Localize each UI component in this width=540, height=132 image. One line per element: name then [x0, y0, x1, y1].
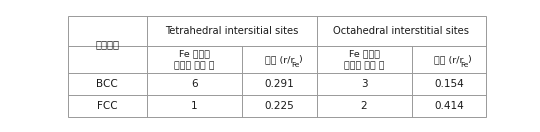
Text: 크기 (r/r: 크기 (r/r	[265, 55, 294, 64]
Text: ): )	[467, 55, 471, 64]
Text: FCC: FCC	[97, 101, 118, 111]
Text: 0.291: 0.291	[265, 79, 294, 89]
Text: 6: 6	[191, 79, 198, 89]
Text: BCC: BCC	[97, 79, 118, 89]
Text: 크기 (r/r: 크기 (r/r	[434, 55, 463, 64]
Text: Fe: Fe	[291, 62, 299, 68]
Text: 0.154: 0.154	[434, 79, 464, 89]
Text: Fe: Fe	[461, 62, 469, 68]
Text: Fe 원자당
격자간 자리 수: Fe 원자당 격자간 자리 수	[344, 50, 384, 70]
Text: 2: 2	[361, 101, 367, 111]
Text: Tetrahedral intersitial sites: Tetrahedral intersitial sites	[165, 26, 299, 36]
Text: Octahedral interstitial sites: Octahedral interstitial sites	[333, 26, 469, 36]
Text: Fe 원자당
격자간 자리 수: Fe 원자당 격자간 자리 수	[174, 50, 215, 70]
Text: ): )	[298, 55, 301, 64]
Text: 결정구조: 결정구조	[95, 40, 119, 50]
Text: 0.225: 0.225	[265, 101, 294, 111]
Text: 0.414: 0.414	[434, 101, 464, 111]
Text: 1: 1	[191, 101, 198, 111]
Text: 3: 3	[361, 79, 367, 89]
